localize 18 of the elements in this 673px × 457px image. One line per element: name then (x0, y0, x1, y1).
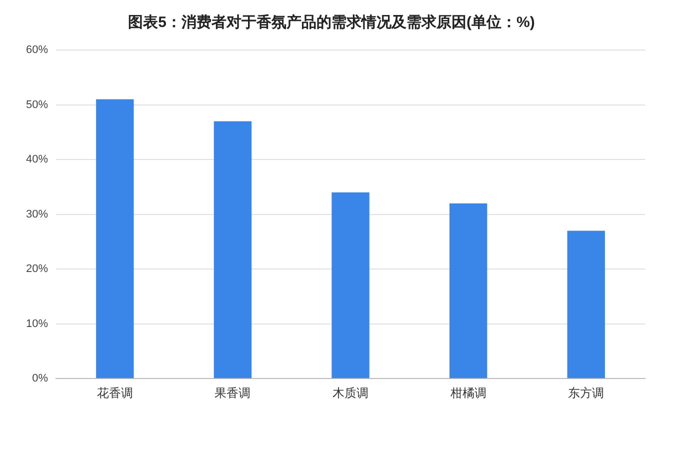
bar (567, 230, 605, 378)
bar (449, 203, 488, 378)
x-tick-label: 果香调 (214, 386, 251, 400)
y-tick-label: 20% (26, 263, 48, 276)
x-tick-label: 木质调 (332, 386, 369, 400)
y-tick-label: 30% (26, 208, 48, 220)
y-tick-label: 50% (26, 98, 48, 111)
bar (214, 121, 252, 378)
y-tick-label: 10% (26, 318, 48, 330)
y-tick-label: 40% (26, 154, 48, 166)
bar (332, 192, 370, 378)
x-tick-label: 柑橘调 (449, 386, 486, 400)
bar (96, 99, 134, 378)
x-tick-label: 东方调 (568, 386, 604, 400)
chart-title: 图表5：消费者对于香氛产品的需求情况及需求原因(单位：%) (128, 14, 535, 32)
y-tick-label: 60% (26, 44, 48, 56)
x-tick-label: 花香调 (96, 386, 133, 400)
y-tick-label: 0% (32, 372, 48, 385)
